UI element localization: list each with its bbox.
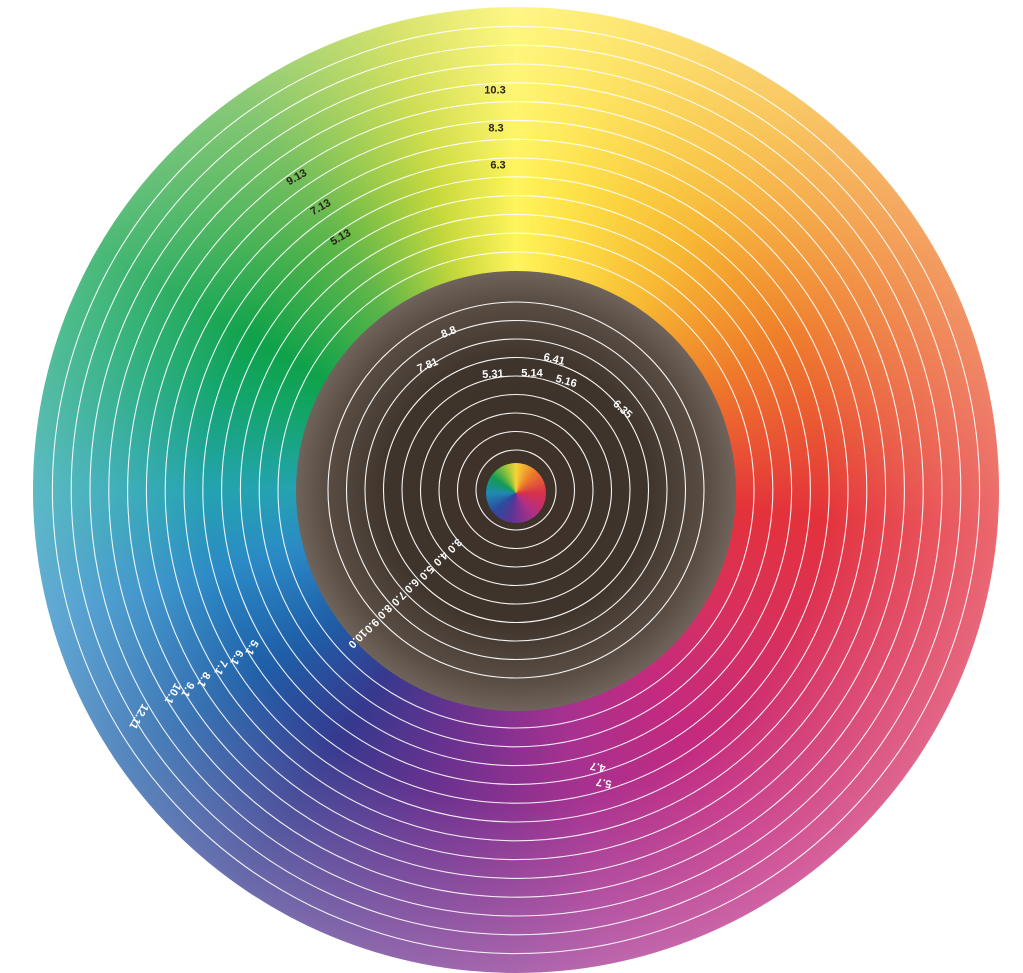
ring-line — [164, 138, 868, 842]
ring-line — [419, 393, 613, 587]
ring-line — [258, 232, 774, 748]
inner-label: 5.31 — [481, 367, 504, 382]
ring-line — [202, 176, 830, 804]
ring-line — [127, 101, 905, 879]
ring-line — [456, 430, 576, 550]
ring-line — [89, 63, 943, 917]
ring-line — [183, 157, 849, 823]
outer-label: 6.3 — [490, 159, 506, 172]
ring-line — [277, 251, 755, 729]
ring-line — [475, 449, 557, 531]
ring-line — [221, 195, 811, 785]
outer-label: 8.3 — [488, 122, 504, 135]
ring-line — [108, 82, 924, 898]
ring-line — [345, 319, 687, 661]
ring-line — [382, 356, 650, 624]
ring-line — [51, 25, 981, 955]
outer-label: 10.3 — [484, 84, 506, 97]
ring-line — [401, 375, 631, 605]
inner-label: 5.14 — [521, 367, 543, 380]
ring-line — [70, 44, 962, 936]
ring-line — [438, 412, 594, 568]
outer-label: 5.7 — [595, 775, 613, 790]
outer-label: 4.7 — [589, 759, 607, 774]
ring-line — [364, 338, 668, 642]
center-hue-hub — [486, 463, 546, 523]
ring-line — [145, 119, 887, 861]
ring-line — [327, 301, 705, 679]
ring-line — [239, 213, 793, 767]
